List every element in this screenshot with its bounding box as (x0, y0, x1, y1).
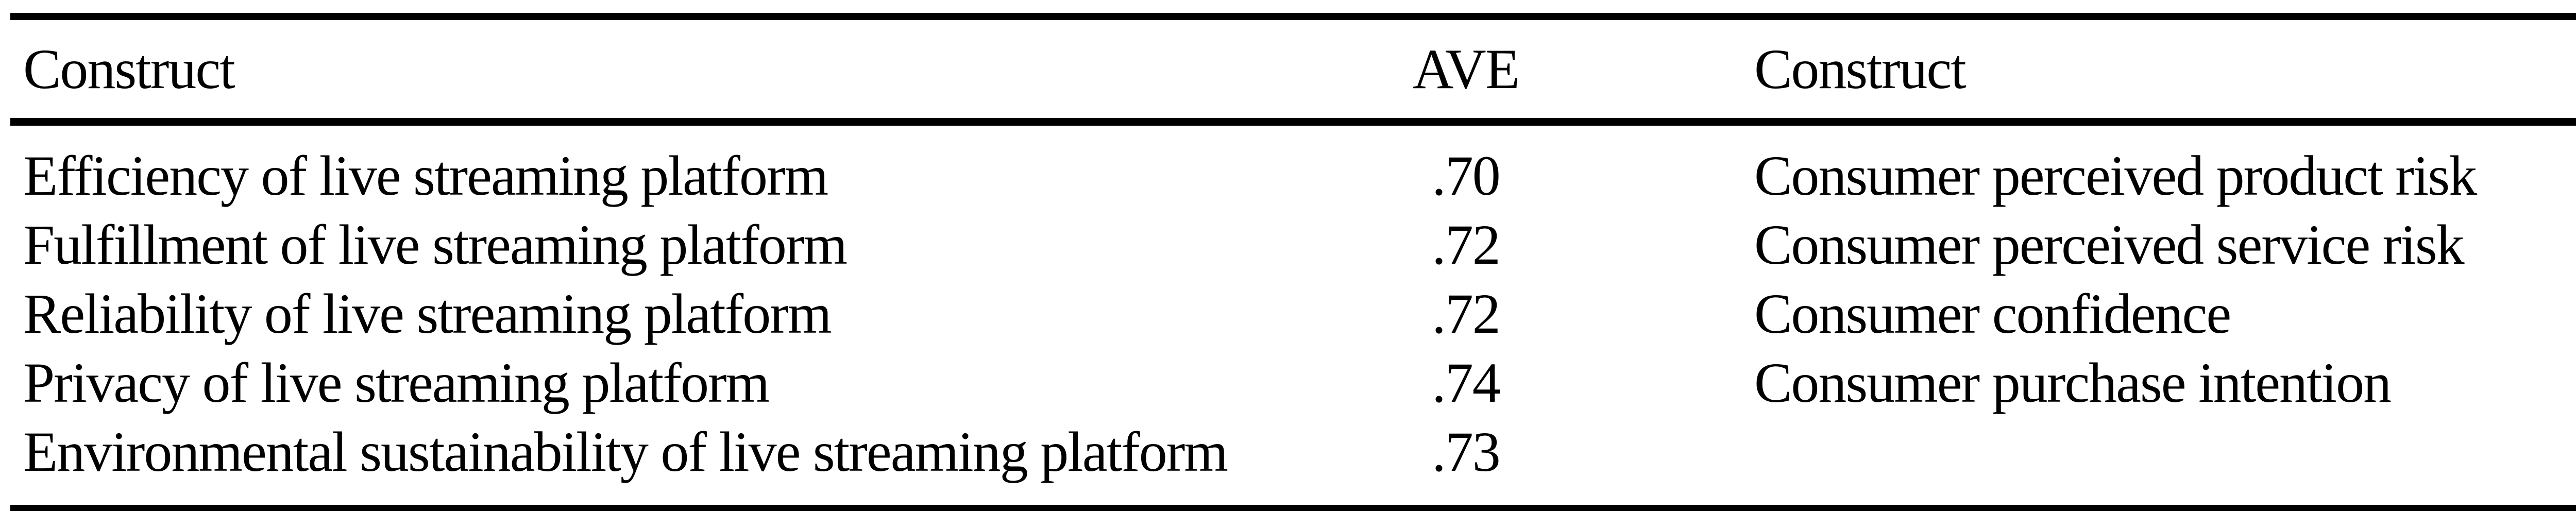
table-row: Efficiency of live streaming platform .7… (10, 122, 2576, 211)
ave-cell: .72 (1432, 213, 1501, 276)
construct-cell: Fulfillment of live streaming platform (23, 213, 848, 276)
table-row: Privacy of live streaming platform .74 C… (10, 348, 2576, 417)
ave-cell: .73 (1432, 420, 1501, 483)
construct-cell: Consumer perceived service risk (1754, 213, 2465, 276)
construct-cell (1582, 417, 2576, 509)
table-row: Reliability of live streaming platform .… (10, 279, 2576, 348)
construct-cell: Efficiency of live streaming platform (23, 144, 828, 207)
table-row: Fulfillment of live streaming platform .… (10, 210, 2576, 279)
construct-cell: Privacy of live streaming platform (23, 351, 770, 414)
ave-header-left: AVE (1350, 16, 1582, 126)
construct-cell: Consumer perceived product risk (1754, 144, 2477, 207)
construct-header-right: Construct (1582, 16, 2576, 126)
construct-cell: Consumer confidence (1754, 282, 2231, 345)
ave-table: Construct AVE Construct AVE Efficiency o… (10, 13, 2576, 511)
construct-header-left: Construct (10, 16, 1350, 126)
ave-cell: .74 (1432, 351, 1501, 414)
construct-cell: Reliability of live streaming platform (23, 282, 832, 345)
table-header-row: Construct AVE Construct AVE (10, 16, 2576, 126)
ave-cell: .70 (1432, 144, 1501, 207)
construct-cell: Consumer purchase intention (1754, 351, 2392, 414)
table-row: Environmental sustainability of live str… (10, 417, 2576, 509)
ave-cell: .72 (1432, 282, 1501, 345)
construct-cell: Environmental sustainability of live str… (23, 420, 1228, 483)
